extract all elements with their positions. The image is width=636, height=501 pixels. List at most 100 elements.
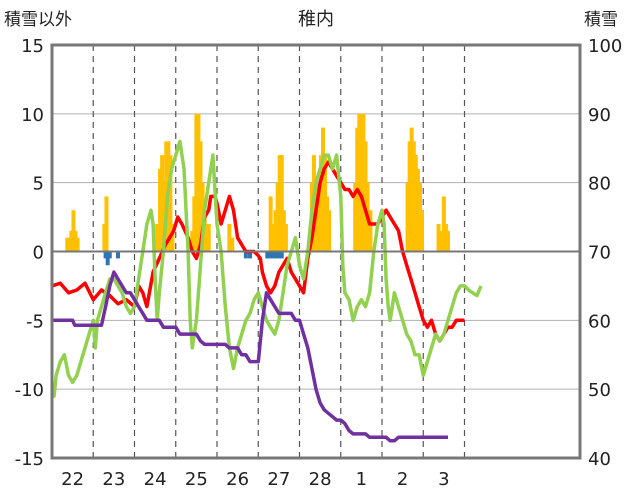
precip-bar: [357, 113, 362, 252]
precip-bar: [71, 210, 76, 252]
left-tick-label: -5: [26, 311, 44, 332]
precip-bar: [443, 223, 448, 252]
left-tick-label: 0: [33, 243, 44, 264]
precip-bar: [353, 182, 358, 252]
negative_bars-bar: [103, 251, 108, 259]
precip-bar: [323, 155, 328, 252]
precip-bar: [162, 182, 167, 252]
precip-bar: [361, 113, 366, 252]
precip-bar: [417, 182, 422, 252]
x-tick-label: 27: [267, 469, 290, 490]
negative_bars-bar: [248, 251, 252, 259]
negative_bars-bar: [107, 251, 112, 259]
right-tick-label: 40: [588, 449, 611, 470]
precip-bar: [168, 155, 173, 252]
right-tick-label: 70: [588, 243, 611, 264]
x-tick-label: 1: [356, 469, 367, 490]
x-tick-label: 2: [397, 469, 408, 490]
left-tick-label: 15: [21, 36, 44, 57]
precip-bar: [283, 223, 288, 252]
precip-bar: [192, 196, 197, 252]
precip-bar: [436, 223, 441, 252]
precip-bar: [413, 155, 418, 252]
negative_bars-bar: [273, 251, 278, 259]
x-tick-label: 22: [61, 469, 84, 490]
precip-bar: [415, 168, 420, 252]
precip-bar: [73, 230, 78, 252]
precip-bar: [204, 223, 209, 252]
precip-bar: [273, 210, 278, 252]
negative_bars-bar: [116, 251, 120, 259]
precip-bar: [158, 168, 163, 252]
precip-bar: [69, 230, 74, 252]
precip-bar: [318, 155, 323, 252]
precip-bar: [206, 223, 211, 252]
precip-bar: [281, 210, 286, 252]
precip-bar: [75, 237, 80, 252]
precip-bar: [170, 223, 175, 252]
negative_bars-bar: [265, 251, 270, 259]
precip-bar: [407, 141, 412, 252]
precip-bar: [102, 223, 107, 252]
precip-bar: [277, 155, 282, 252]
precip-bar: [327, 210, 332, 252]
left-axis-title: 積雪以外: [4, 10, 72, 30]
left-tick-label: -10: [15, 380, 44, 401]
precip-bar: [268, 196, 273, 252]
precip-bar: [196, 113, 201, 252]
precip-bar: [230, 237, 235, 252]
x-tick-label: 28: [309, 469, 332, 490]
precip-bar: [271, 223, 276, 252]
left-tick-label: -15: [15, 449, 44, 470]
negative_bars-bar: [270, 251, 275, 259]
x-tick-label: 26: [226, 469, 249, 490]
x-tick-label: 25: [185, 469, 208, 490]
precip-bar: [446, 230, 450, 252]
x-axis-ticks: 22 23 24 25 26 27 28 1 2 3: [61, 469, 449, 490]
left-axis-ticks: 15 10 5 0 -5 -10 -15: [15, 36, 44, 470]
right-axis-title: 積雪: [584, 10, 618, 30]
precip-bar: [194, 113, 199, 252]
precip-bar: [316, 196, 321, 252]
temperature-line: [51, 160, 465, 343]
precip-bar: [409, 127, 414, 252]
precip-bar: [325, 196, 330, 252]
right-tick-label: 90: [588, 105, 611, 126]
precip-bar: [420, 210, 425, 252]
precip-bar: [439, 230, 444, 252]
precip-bar: [190, 230, 195, 252]
chart-title: 稚内: [298, 9, 334, 30]
negative_bars-bar: [276, 251, 281, 259]
precip-bar: [359, 113, 364, 252]
vertical-gridlines: [92, 45, 466, 458]
precip-bar: [155, 223, 160, 252]
precip-bar: [405, 182, 410, 252]
x-tick-label: 3: [438, 469, 449, 490]
precip-bar: [65, 237, 70, 252]
right-tick-label: 50: [588, 380, 611, 401]
right-tick-label: 60: [588, 311, 611, 332]
right-axis-ticks: 100 90 80 70 60 50 40: [588, 36, 622, 470]
negative_bars-bar: [105, 251, 110, 266]
left-tick-label: 5: [33, 174, 44, 195]
precip-bar: [67, 237, 72, 252]
precip-bar: [368, 210, 373, 252]
right-tick-label: 100: [588, 36, 622, 57]
precip-bar: [321, 127, 326, 252]
precip-bar: [411, 141, 416, 252]
negative_bars-bar: [243, 251, 248, 259]
precip-bar: [441, 196, 446, 252]
wind-line: [50, 139, 483, 398]
precip-bar: [275, 182, 280, 252]
x-tick-label: 24: [144, 469, 167, 490]
precip-bar: [104, 196, 109, 252]
precip-bar: [363, 141, 368, 252]
precip-bar: [198, 141, 203, 252]
negative_bars-bars: [103, 251, 284, 266]
precip-bar: [227, 223, 232, 252]
right-tick-label: 80: [588, 174, 611, 195]
precip-bar: [160, 155, 165, 252]
snow_depth-line: [52, 270, 448, 443]
precip-bar: [279, 155, 284, 252]
